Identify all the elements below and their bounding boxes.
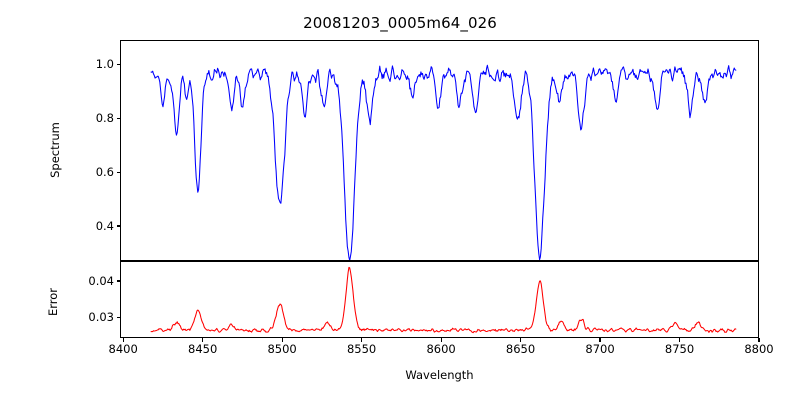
error-y-tick-label: 0.03 bbox=[60, 310, 114, 324]
tick-text: 0.4 bbox=[95, 218, 114, 233]
error-y-axis-label: Error bbox=[46, 287, 60, 317]
x-tick-label: 8650 bbox=[491, 342, 551, 357]
tick-text: 8650 bbox=[505, 342, 536, 356]
x-tick-label: 8800 bbox=[729, 342, 789, 357]
error-y-tickmark bbox=[116, 280, 120, 282]
x-tick-label: 8400 bbox=[93, 342, 153, 357]
x-tick-label: 8450 bbox=[173, 342, 233, 357]
x-axis-label: Wavelength bbox=[405, 368, 474, 382]
spectrum-y-axis-label: Spectrum bbox=[48, 122, 62, 178]
spectrum-y-tick-label: 1.0 bbox=[60, 57, 114, 71]
x-tickmark bbox=[122, 338, 124, 342]
spectrum-data-line bbox=[151, 65, 736, 260]
figure-title: 20081203_0005m64_026 bbox=[303, 14, 497, 32]
tick-text: 8700 bbox=[585, 342, 615, 356]
x-tickmark bbox=[440, 338, 442, 342]
spectrum-panel bbox=[120, 40, 759, 261]
spectrum-y-tickmark bbox=[116, 117, 120, 119]
spectrum-y-tick-label: 0.4 bbox=[60, 219, 114, 233]
spectrum-plot-area bbox=[121, 41, 758, 260]
tick-text: 8750 bbox=[664, 342, 695, 356]
error-y-tick-label: 0.04 bbox=[60, 274, 114, 288]
spectrum-y-tick-label: 0.8 bbox=[60, 111, 114, 125]
x-tickmark bbox=[202, 338, 204, 342]
error-panel bbox=[120, 261, 759, 338]
tick-text: 0.04 bbox=[88, 273, 114, 288]
x-tickmark bbox=[678, 338, 681, 342]
tick-text: 8550 bbox=[346, 342, 377, 356]
spectrum-y-tickmark bbox=[116, 63, 120, 65]
x-tickmark bbox=[361, 338, 363, 342]
x-tickmark bbox=[281, 338, 283, 342]
x-tickmark bbox=[758, 338, 760, 342]
tick-text: 8400 bbox=[108, 342, 138, 356]
x-tick-label: 8550 bbox=[332, 342, 392, 357]
x-tick-label: 8600 bbox=[411, 342, 471, 357]
x-tickmark bbox=[520, 338, 522, 342]
spectrum-y-tick-label: 0.6 bbox=[60, 165, 114, 179]
tick-text: 8800 bbox=[744, 342, 774, 356]
error-y-tickmark bbox=[116, 316, 120, 318]
error-data-line bbox=[151, 267, 736, 332]
error-plot-area bbox=[121, 262, 758, 337]
x-tick-label: 8700 bbox=[570, 342, 630, 357]
tick-text: 0.8 bbox=[95, 111, 114, 126]
spectrum-y-tickmark bbox=[116, 171, 120, 173]
tick-text: 8500 bbox=[267, 342, 297, 356]
tick-text: 1.0 bbox=[95, 57, 114, 72]
x-tickmark bbox=[599, 338, 601, 342]
x-tick-label: 8500 bbox=[252, 342, 312, 357]
tick-text: 0.03 bbox=[88, 310, 114, 325]
tick-text: 0.6 bbox=[95, 165, 114, 180]
tick-text: 8600 bbox=[426, 342, 456, 356]
spectrum-y-tickmark bbox=[116, 225, 120, 227]
tick-text: 8450 bbox=[188, 342, 218, 356]
x-tick-label: 8750 bbox=[650, 342, 710, 357]
